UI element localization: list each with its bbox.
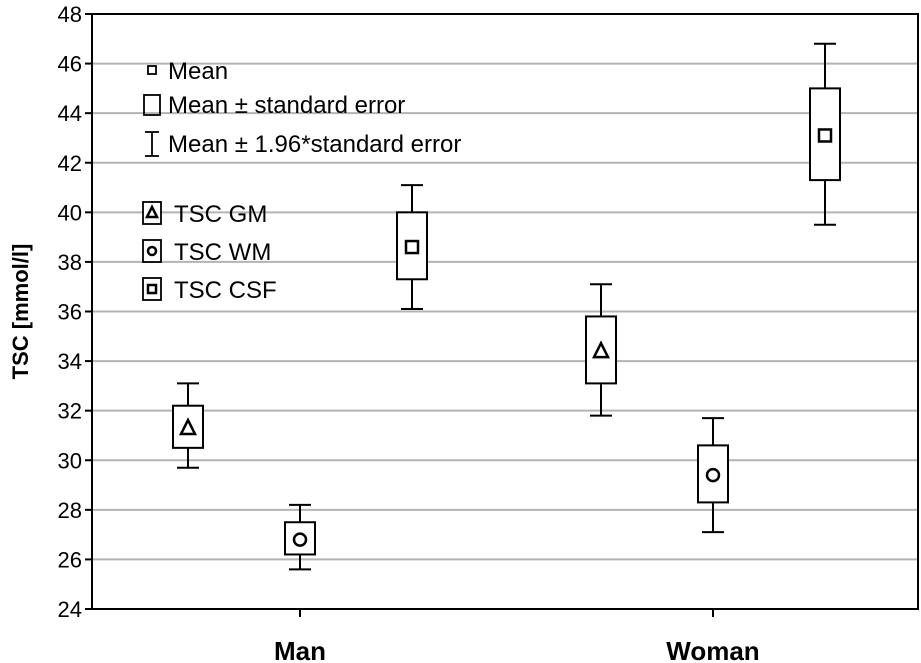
y-tick-label: 26	[58, 547, 82, 572]
legend-series-box	[142, 239, 162, 263]
y-tick-label: 48	[58, 2, 82, 27]
x-category-label: Woman	[666, 636, 759, 663]
mean-marker-square	[146, 283, 158, 295]
y-tick-label: 24	[58, 597, 82, 622]
mean-marker-triangle	[591, 340, 611, 359]
box-group	[284, 503, 316, 571]
legend-series-box	[142, 201, 162, 225]
legend-se-symbol	[143, 94, 161, 116]
box-group	[396, 184, 428, 311]
y-axis-label: TSC [mmol/l]	[8, 244, 33, 380]
legend-series-label: TSC CSF	[174, 277, 277, 304]
se-box	[809, 87, 841, 182]
mean-marker-circle	[705, 467, 721, 483]
se-box	[697, 444, 729, 504]
legend-mean-label: Mean	[168, 58, 228, 85]
box-group	[809, 42, 841, 226]
mean-marker-square	[817, 128, 833, 143]
y-tick-label: 34	[58, 349, 82, 374]
box-group	[697, 417, 729, 534]
mean-marker-triangle	[178, 417, 198, 436]
grid-lines	[92, 62, 918, 561]
legend-series-box	[142, 277, 162, 301]
legend-mean-symbol	[147, 65, 157, 75]
mean-marker-circle	[146, 245, 158, 257]
y-tick-label: 40	[58, 200, 82, 225]
mean-marker-circle	[292, 532, 308, 547]
y-tick-label: 32	[58, 399, 82, 424]
legend-series-label: TSC WM	[174, 239, 271, 266]
y-tick-label: 42	[58, 151, 82, 176]
box-group	[172, 382, 204, 469]
mean-marker-triangle	[144, 204, 160, 219]
se-box	[284, 521, 316, 556]
x-axis-categories: Man Woman	[274, 609, 760, 663]
plot-frame	[91, 13, 919, 610]
se-box	[172, 404, 204, 449]
y-tick-label: 36	[58, 300, 82, 325]
se-box	[585, 315, 617, 385]
y-tick-label: 30	[58, 448, 82, 473]
se-box	[396, 211, 428, 281]
legend: Mean Mean ± standard error Mean ± 1.96*sta…	[142, 58, 461, 304]
y-tick-label: 28	[58, 498, 82, 523]
y-tick-label: 44	[58, 101, 82, 126]
legend-se-label: Mean ± standard error	[168, 92, 405, 119]
y-tick-label: 46	[58, 52, 82, 77]
legend-ci-label: Mean ± 1.96*standard error	[168, 131, 461, 158]
x-category-label: Man	[274, 636, 326, 663]
y-axis-ticks: 24 26 28 30 32 34 36 38 40 42 44 46 48	[58, 2, 92, 622]
legend-series-label: TSC GM	[174, 201, 267, 228]
box-plot-marks	[172, 42, 841, 571]
box-group	[585, 283, 617, 417]
mean-marker-square	[404, 239, 420, 255]
y-tick-label: 38	[58, 250, 82, 275]
